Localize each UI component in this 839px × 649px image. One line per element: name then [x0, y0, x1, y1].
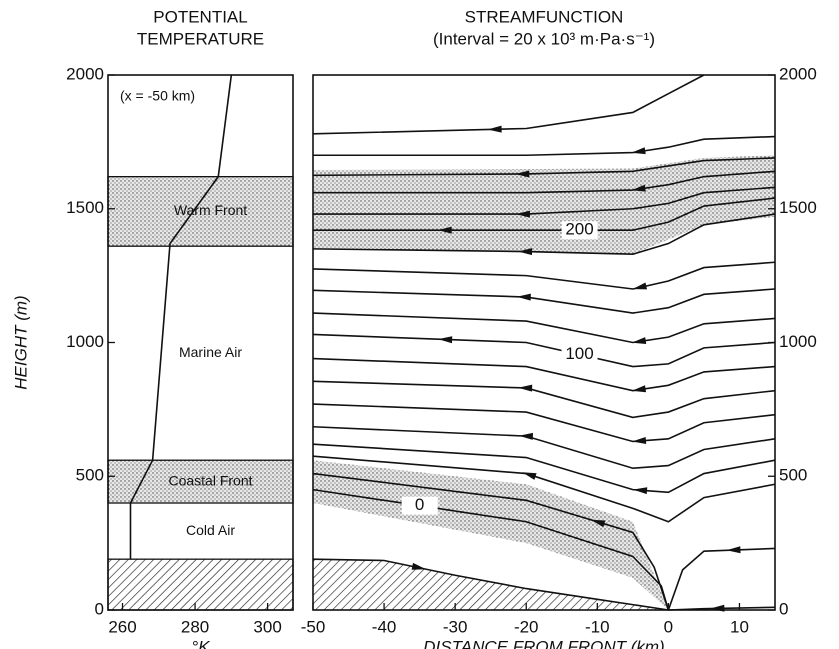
- layer-label: Cold Air: [186, 522, 235, 538]
- x-tick-label: -10: [585, 617, 610, 636]
- flow-arrow: [518, 384, 533, 392]
- streamline: [313, 197, 776, 231]
- x-tick-label: 10: [730, 617, 749, 636]
- y-tick-label: 0: [779, 599, 788, 618]
- layer-band: [107, 459, 294, 504]
- contour-label: 0: [415, 495, 424, 514]
- x-tick-label: 260: [108, 617, 136, 636]
- shaded-region: [313, 155, 775, 255]
- streamline: [312, 333, 776, 368]
- flow-arrow: [518, 248, 533, 256]
- y-tick-label: 0: [95, 599, 104, 618]
- x-axis-label: °K: [191, 637, 210, 649]
- x-axis-label: DISTANCE FROM FRONT (km): [423, 637, 664, 649]
- flow-arrow: [487, 125, 502, 133]
- y-tick-label: 2000: [66, 64, 104, 83]
- streamline: [312, 488, 670, 611]
- y-tick-label: 1000: [779, 332, 817, 351]
- contour-label: 200: [565, 220, 593, 239]
- flow-arrow: [411, 562, 427, 570]
- label-backdrop: [401, 496, 438, 515]
- x-tick-label: 300: [253, 617, 281, 636]
- flow-arrow: [515, 210, 530, 218]
- streamline: [312, 455, 776, 523]
- flow-arrow: [631, 337, 647, 345]
- panel-title: STREAMFUNCTION: [465, 7, 624, 26]
- layer-band: [107, 175, 294, 247]
- streamline: [312, 558, 669, 611]
- y-tick-label: 500: [779, 466, 807, 485]
- streamline: [313, 135, 776, 157]
- streamline: [312, 380, 776, 419]
- streamline: [312, 472, 670, 611]
- flow-arrow: [438, 336, 453, 344]
- x-tick-label: -50: [301, 617, 326, 636]
- layer-label: Coastal Front: [168, 472, 252, 488]
- y-tick-label: 1500: [66, 198, 104, 217]
- streamline: [313, 186, 776, 215]
- y-tick-label: 1500: [779, 198, 817, 217]
- flow-arrow: [631, 147, 646, 155]
- streamline: [312, 213, 776, 256]
- x-tick-label: -20: [514, 617, 539, 636]
- streamline: [312, 403, 776, 443]
- streamline: [129, 74, 233, 560]
- streamline: [312, 425, 776, 470]
- streamline: [312, 261, 776, 290]
- flow-arrow: [515, 170, 530, 178]
- y-axis-label: HEIGHT (m): [11, 295, 30, 389]
- flow-arrow: [522, 472, 537, 480]
- layer-label: Marine Air: [179, 344, 242, 360]
- flow-arrow: [632, 282, 648, 290]
- streamline: [312, 443, 776, 494]
- x-tick-label: 280: [181, 617, 209, 636]
- y-tick-label: 2000: [779, 64, 817, 83]
- streamline: [312, 157, 776, 177]
- flow-arrow: [437, 226, 452, 234]
- flow-arrow: [518, 432, 534, 440]
- x-tick-label: -40: [372, 617, 397, 636]
- panel-title: TEMPERATURE: [137, 29, 264, 48]
- y-tick-label: 1000: [66, 332, 104, 351]
- flow-arrow: [631, 184, 646, 192]
- panel-subtitle: (Interval = 20 x 10³ m·Pa·s⁻¹): [433, 29, 655, 48]
- layer-label: Warm Front: [174, 202, 247, 218]
- label-backdrop: [561, 221, 598, 240]
- flow-arrow: [516, 293, 531, 301]
- contour-label: 100: [565, 344, 593, 363]
- flow-arrow: [726, 546, 741, 554]
- streamline: [313, 170, 776, 194]
- streamline: [312, 74, 705, 135]
- streamline: [312, 357, 776, 392]
- layer-band: [107, 558, 294, 611]
- panel-note: (x = -50 km): [120, 88, 195, 104]
- panel-title: POTENTIAL: [153, 7, 247, 26]
- flow-arrow: [631, 385, 647, 393]
- x-tick-label: 0: [664, 617, 673, 636]
- flow-arrow: [633, 487, 648, 495]
- label-backdrop: [561, 345, 598, 364]
- streamline: [312, 312, 776, 344]
- y-tick-label: 500: [76, 466, 104, 485]
- streamline: [667, 547, 776, 611]
- flow-arrow: [631, 437, 647, 444]
- streamline: [312, 288, 776, 314]
- x-tick-label: -30: [443, 617, 468, 636]
- flow-arrow: [590, 519, 606, 528]
